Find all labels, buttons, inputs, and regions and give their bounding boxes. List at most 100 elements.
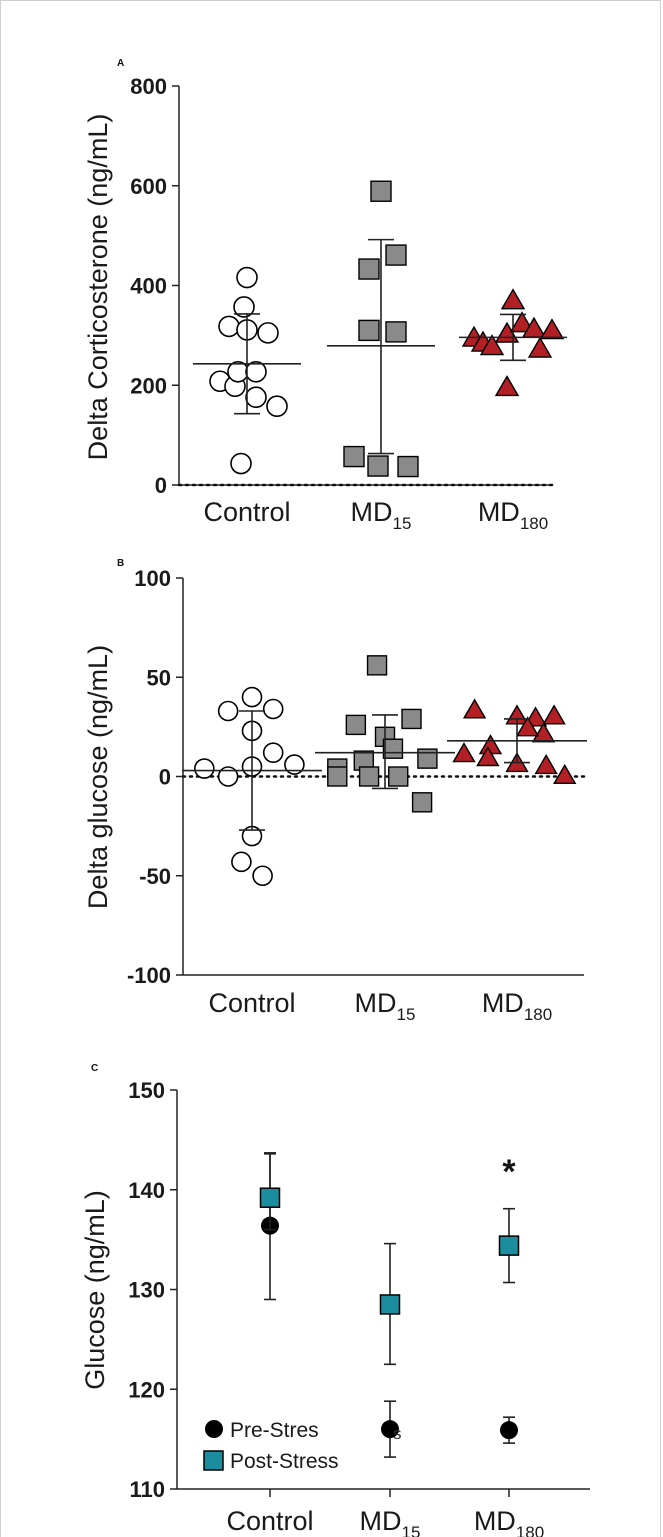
data-point [343, 445, 365, 468]
panel-letter-b: B [117, 558, 124, 569]
group-2 [447, 698, 587, 785]
data-point [385, 244, 407, 266]
y-tick-label: 400 [130, 274, 167, 299]
data-point [266, 395, 288, 417]
data-point [381, 1420, 399, 1439]
x-category-label: MD15 [360, 1506, 421, 1537]
y-tick-label: -50 [139, 864, 171, 889]
data-point [476, 746, 500, 767]
data-point [401, 708, 422, 730]
y-tick-label: 0 [155, 473, 167, 498]
data-point [500, 288, 526, 310]
data-point [257, 322, 279, 344]
y-tick-label: 200 [130, 373, 167, 398]
data-point [479, 334, 505, 356]
y-tick-label: 140 [128, 1178, 165, 1203]
data-point [515, 716, 540, 737]
y-tick-label: 110 [130, 1477, 166, 1502]
data-point [366, 655, 388, 676]
group-1 [315, 655, 455, 813]
data-point [370, 180, 392, 202]
data-point [218, 315, 240, 338]
data-point [230, 452, 252, 475]
data-point [494, 375, 520, 397]
y-tick-label: 120 [128, 1377, 165, 1402]
data-point [358, 766, 380, 787]
data-point [231, 851, 252, 873]
data-point [194, 758, 215, 779]
data-point [500, 1421, 518, 1440]
data-point [553, 763, 577, 785]
significance-asterisk: * [502, 1153, 516, 1191]
y-axis-label-b: Delta glucose (ng/mL) [83, 645, 113, 909]
data-point [245, 360, 267, 383]
panel-letter-c: C [91, 1063, 98, 1074]
data-point [233, 296, 255, 318]
y-tick-label: 600 [130, 174, 167, 199]
data-point [367, 455, 389, 477]
group-1 [327, 180, 435, 478]
data-point [358, 258, 380, 280]
panel-b: B Delta glucose (ng/mL) -100 -50 0 50 100 Con… [83, 558, 587, 1024]
x-category-label: Control [208, 988, 295, 1018]
data-point [509, 311, 535, 333]
legend-post-label: Post-Stress [230, 1450, 339, 1473]
x-category-label: MD180 [478, 497, 548, 533]
data-point [527, 336, 553, 358]
data-point [382, 738, 404, 759]
y-tick-label: 100 [134, 566, 171, 591]
x-category-label: Control [226, 1506, 313, 1536]
data-point [262, 698, 284, 720]
y-tick-label: -100 [127, 963, 171, 988]
data-point [385, 321, 407, 343]
data-point [452, 742, 476, 763]
legend: Pre-Stres Post-Stress [203, 1419, 339, 1473]
data-point [217, 700, 239, 722]
data-point [411, 792, 433, 813]
data-point [236, 266, 258, 289]
data-point [388, 766, 409, 787]
data-point [262, 742, 284, 763]
x-category-label: MD15 [351, 497, 412, 533]
group-0 [193, 266, 301, 475]
data-point [217, 766, 239, 787]
series-post-stress [259, 1153, 520, 1366]
y-tick-label: 0 [159, 765, 171, 790]
data-point [397, 455, 419, 478]
data-point [358, 319, 380, 342]
data-point [245, 386, 267, 409]
panel-a: A Delta Corticosterone (ng/mL) 0 200 400 60… [83, 58, 567, 533]
data-point [531, 722, 556, 743]
data-point [227, 360, 249, 383]
y-axis-label-a: Delta Corticosterone (ng/mL) [83, 114, 113, 461]
data-point [327, 766, 348, 787]
data-point [534, 753, 558, 775]
legend-post-marker [203, 1450, 224, 1471]
data-point [241, 686, 263, 708]
legend-pre-marker [205, 1420, 223, 1438]
data-point [498, 1235, 520, 1256]
y-tick-label: 50 [147, 665, 171, 690]
group-0 [182, 686, 322, 887]
data-point [284, 754, 305, 775]
data-point [252, 865, 273, 887]
group-2 [459, 288, 567, 397]
stray-text: s [393, 1424, 402, 1443]
x-category-label: MD15 [355, 988, 416, 1024]
x-category-label: MD180 [474, 1506, 544, 1537]
data-point [417, 748, 438, 769]
data-point [462, 698, 487, 719]
data-point [542, 704, 566, 725]
data-point [259, 1187, 281, 1208]
panel-letter-a: A [117, 58, 124, 69]
legend-pre-label: Pre-Stres [230, 1419, 319, 1442]
data-point [539, 318, 565, 340]
y-tick-label: 130 [128, 1278, 165, 1303]
x-category-label: Control [203, 497, 290, 527]
y-axis-label-c: Glucose (ng/mL) [80, 1190, 110, 1390]
y-tick-label: 800 [130, 74, 167, 99]
x-category-label: MD180 [482, 988, 552, 1024]
panel-c: C Glucose (ng/mL) Pre-Stres Post-Stress … [80, 1063, 590, 1537]
